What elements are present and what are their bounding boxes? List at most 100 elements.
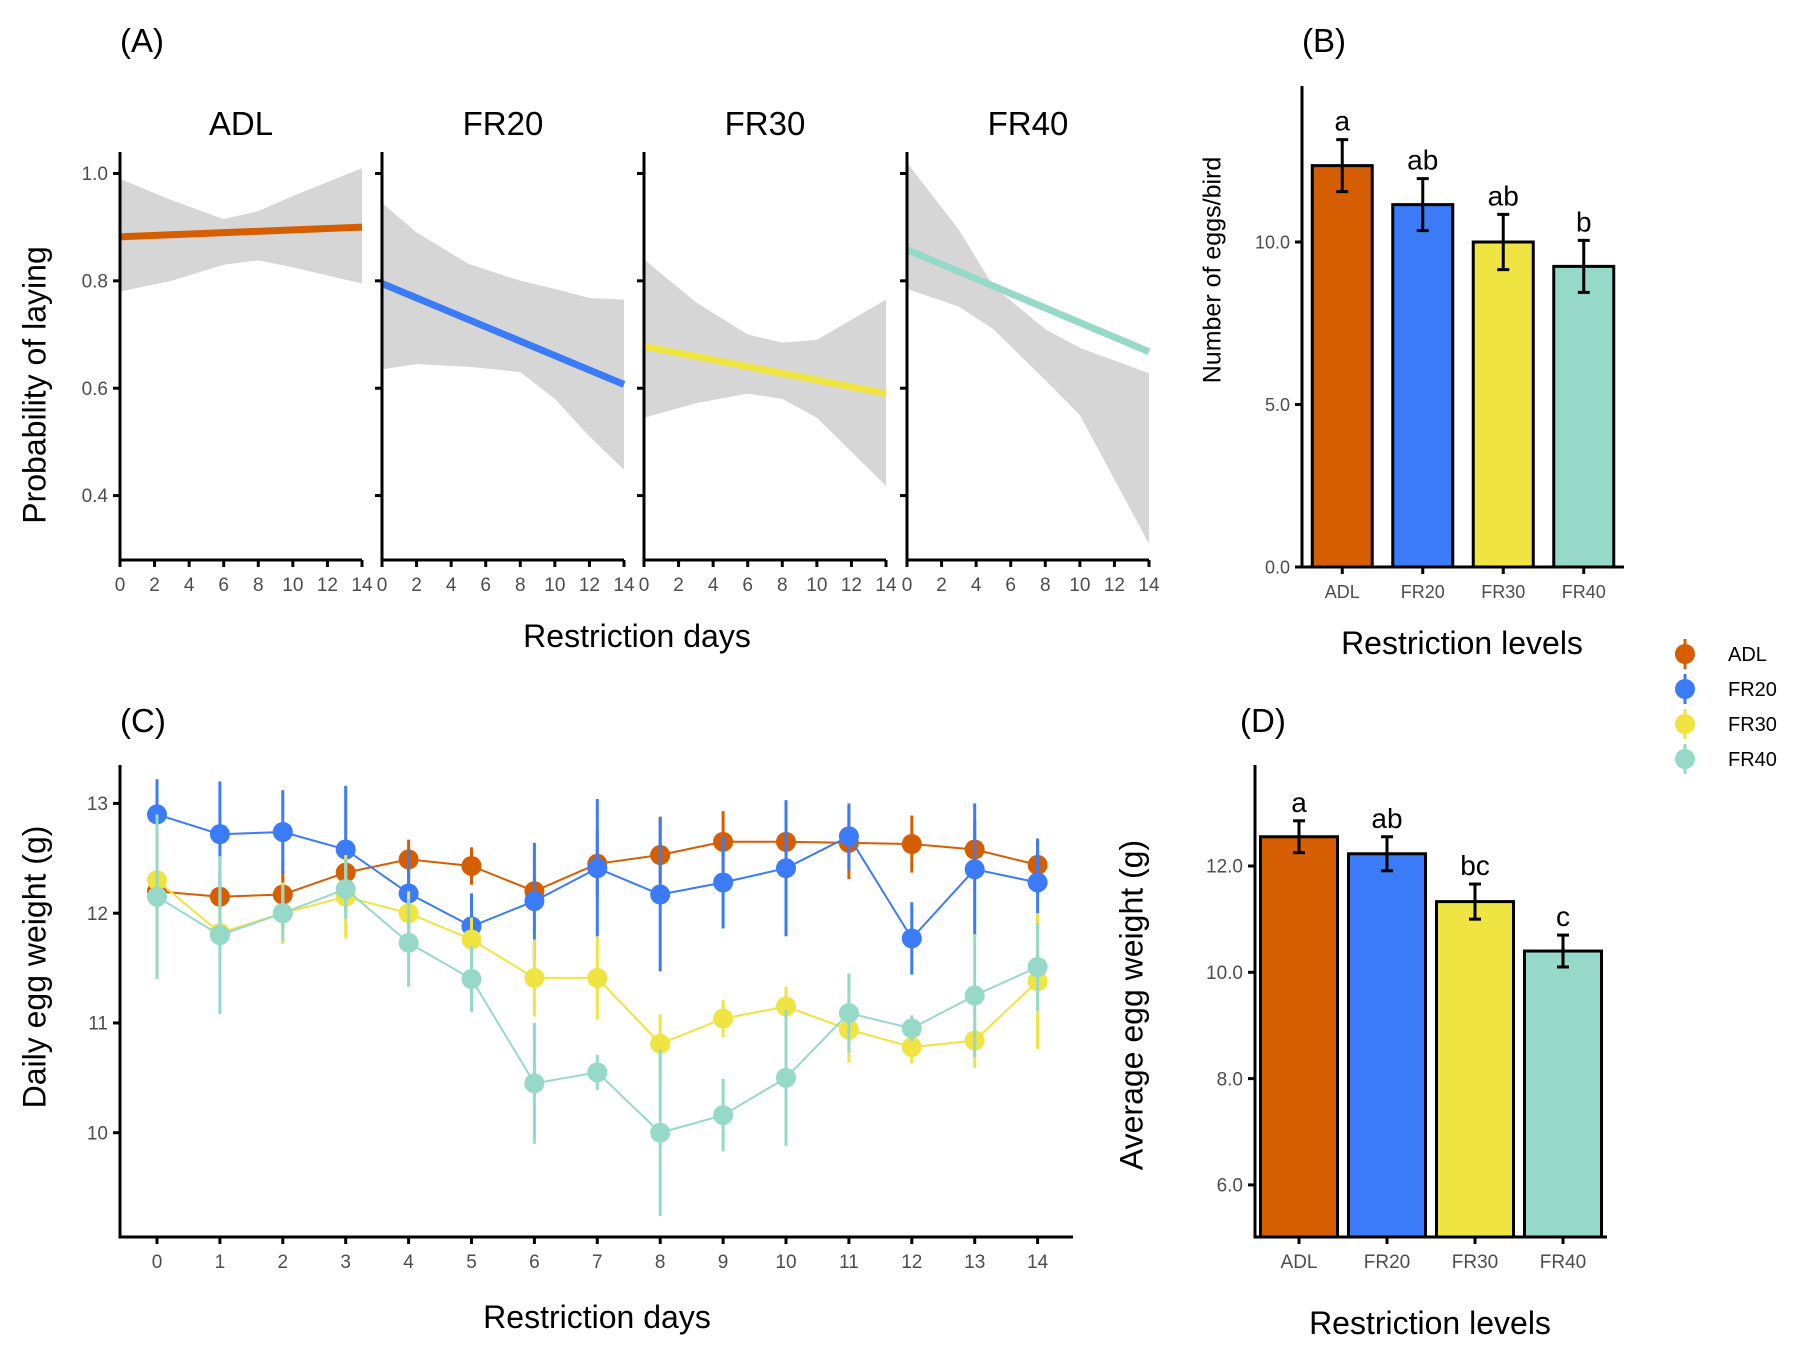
x-tick-label: 10 [544, 575, 565, 596]
y-tick-label: 10.0 [1255, 232, 1290, 252]
bar [1471, 240, 1535, 569]
x-tick-label: 12 [841, 575, 862, 596]
data-point [209, 824, 230, 845]
significance-letter: a [1334, 106, 1350, 137]
facet-strip-label: FR20 [463, 105, 544, 142]
data-point [901, 928, 922, 949]
x-tick-label: 0 [902, 575, 913, 596]
panel-c-y-axis-title: Daily egg weight (g) [17, 826, 53, 1109]
data-point [461, 969, 482, 990]
x-tick-label: 12 [579, 575, 600, 596]
bar-group-fr40: b FR40 [1552, 206, 1616, 602]
panel-c: (C) Daily egg weight (g) Restriction day… [17, 702, 1073, 1335]
x-tick-label: 14 [613, 575, 635, 596]
y-tick-label: 0.0 [1265, 557, 1290, 577]
bar-group-fr20: ab FR20 [1391, 145, 1455, 602]
data-point [209, 925, 230, 946]
data-point [524, 1073, 545, 1094]
significance-letter: c [1556, 901, 1570, 932]
legend-item-fr40: FR40 [1675, 744, 1777, 774]
significance-letter: bc [1460, 850, 1490, 881]
x-tick-label: 3 [340, 1252, 351, 1273]
data-point [901, 1018, 922, 1039]
data-point [335, 839, 356, 860]
data-point [776, 1067, 796, 1088]
x-tick-label: FR40 [1540, 1252, 1586, 1273]
significance-letter: ab [1371, 803, 1402, 834]
legend-item-adl: ADL [1675, 639, 1767, 669]
data-point [272, 903, 293, 924]
panel-d-label: (D) [1240, 702, 1286, 739]
x-tick-label: 9 [718, 1252, 729, 1273]
panel-a-y-axis-title: Probability of laying [17, 246, 53, 523]
y-tick-label: 1.0 [82, 164, 108, 185]
panel-b-x-axis-title: Restriction levels [1341, 625, 1583, 661]
x-tick-label: 11 [839, 1252, 859, 1273]
bar [1435, 900, 1515, 1239]
x-tick-label: ADL [1325, 582, 1360, 602]
data-point [713, 872, 734, 893]
facet-fr20: FR20 0 2 4 6 8 10 12 14 [375, 105, 635, 596]
data-point [1027, 872, 1048, 893]
data-point [147, 886, 167, 907]
facet-strip-label: FR30 [725, 105, 806, 142]
x-tick-label: 7 [592, 1252, 603, 1273]
bar [1552, 264, 1616, 569]
panel-b-y-axis-title: Number of eggs/bird [1199, 157, 1227, 384]
x-tick-label: ADL [1281, 1252, 1318, 1273]
x-tick-label: 12 [317, 575, 338, 596]
legend-item-fr20: FR20 [1675, 674, 1777, 704]
x-tick-label: 8 [1040, 575, 1051, 596]
data-point [838, 826, 859, 847]
panel-b-label: (B) [1302, 22, 1346, 59]
y-tick-label: 0.6 [82, 379, 108, 400]
x-tick-label: 12 [1104, 575, 1125, 596]
bar-group-fr20: ab FR20 [1347, 803, 1427, 1273]
bar-group-adl: a ADL [1259, 787, 1339, 1273]
facet-strip-label: FR40 [988, 105, 1069, 142]
data-point [901, 1037, 922, 1058]
y-tick-label: 8.0 [1217, 1069, 1243, 1090]
y-tick-label: 0.4 [82, 486, 109, 507]
legend-item-label: FR30 [1728, 714, 1777, 736]
x-tick-label: 6 [529, 1252, 540, 1273]
data-point [1027, 956, 1048, 977]
x-tick-label: 14 [875, 575, 897, 596]
panel-d-y-axis-title: Average egg weight (g) [1114, 840, 1150, 1170]
x-tick-label: 12 [901, 1252, 922, 1273]
x-tick-label: 4 [446, 575, 457, 596]
data-point [272, 821, 293, 842]
x-tick-label: 8 [515, 575, 526, 596]
x-tick-label: 13 [964, 1252, 985, 1273]
x-tick-label: 10 [282, 575, 303, 596]
data-point [964, 985, 985, 1006]
x-tick-label: 4 [708, 575, 719, 596]
y-tick-label: 5.0 [1265, 395, 1290, 415]
legend-item-fr30: FR30 [1675, 709, 1777, 739]
bar-group-adl: a ADL [1310, 106, 1374, 602]
x-tick-label: 0 [115, 575, 126, 596]
trend-line [380, 280, 626, 388]
data-point [650, 884, 671, 905]
x-tick-label: 2 [411, 575, 422, 596]
facet-fr40: FR40 0 2 4 6 8 10 12 14 [900, 105, 1160, 596]
panel-c-label: (C) [120, 702, 166, 739]
x-tick-label: 0 [639, 575, 650, 596]
x-tick-label: 2 [936, 575, 947, 596]
legend-item-label: FR40 [1728, 749, 1777, 771]
x-tick-label: FR30 [1452, 1252, 1498, 1273]
y-tick-label: 12 [87, 904, 108, 925]
x-tick-label: 0 [377, 575, 388, 596]
trend-line [643, 342, 887, 398]
facet-adl: ADL 0.4 0.6 0.8 1.0 0 2 4 6 8 10 12 14 [82, 105, 373, 596]
data-point [461, 855, 482, 876]
x-tick-label: 14 [351, 575, 373, 596]
panel-d-x-axis-title: Restriction levels [1309, 1305, 1551, 1341]
confidence-ribbon [907, 162, 1149, 544]
data-point [838, 1003, 859, 1024]
data-point [587, 967, 608, 988]
significance-letter: ab [1488, 180, 1519, 211]
data-point [776, 858, 796, 879]
bar-group-fr40: c FR40 [1523, 901, 1603, 1273]
data-point [650, 1122, 671, 1143]
